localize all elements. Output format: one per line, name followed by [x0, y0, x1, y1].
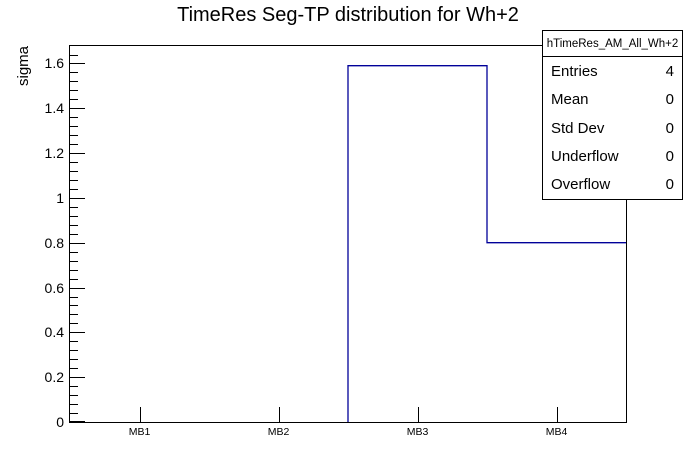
y-tick-label: 0.4 [44, 324, 64, 341]
y-minor-tick [70, 54, 78, 56]
x-tick-label: MB1 [128, 426, 151, 438]
stats-row: Mean 0 [543, 85, 682, 113]
stats-label: Underflow [551, 147, 619, 165]
y-minor-tick [70, 179, 78, 181]
stats-label: Overflow [551, 176, 611, 194]
stats-value: 0 [665, 91, 674, 109]
y-tick-label: 0 [56, 414, 64, 430]
y-tick-label: 0.2 [44, 369, 64, 386]
y-major-tick [70, 242, 85, 244]
y-minor-tick [70, 323, 78, 325]
stats-value: 0 [665, 176, 674, 194]
y-major-tick [70, 287, 85, 289]
y-minor-tick [70, 126, 78, 128]
y-major-tick [70, 377, 85, 379]
y-minor-tick [70, 341, 78, 343]
stats-row: Entries 4 [543, 57, 682, 85]
stats-row: Std Dev 0 [543, 114, 682, 142]
y-minor-tick [70, 314, 78, 316]
y-minor-tick [70, 350, 78, 352]
y-major-tick [70, 421, 85, 422]
y-minor-tick [70, 305, 78, 307]
y-tick-label: 1 [56, 189, 64, 206]
y-tick-label: 1.4 [44, 100, 64, 117]
stats-box-title: hTimeRes_AM_All_Wh+2 [543, 31, 682, 57]
y-major-tick [70, 63, 85, 65]
y-minor-tick [70, 278, 78, 280]
y-minor-tick [70, 233, 78, 235]
y-minor-tick [70, 135, 78, 137]
x-tick-label: MB3 [406, 426, 429, 438]
histogram-line [347, 65, 626, 422]
y-minor-tick [70, 260, 78, 262]
y-minor-tick [70, 404, 78, 406]
x-tick-label: MB4 [545, 426, 568, 438]
y-minor-tick [70, 359, 78, 361]
y-minor-tick [70, 206, 78, 208]
x-major-tick [556, 407, 558, 422]
y-major-tick [70, 108, 85, 110]
x-major-tick [278, 407, 280, 422]
y-minor-tick [70, 269, 78, 271]
y-major-tick [70, 197, 85, 199]
stats-value: 4 [665, 62, 674, 80]
y-minor-tick [70, 99, 78, 101]
y-minor-tick [70, 395, 78, 397]
y-minor-tick [70, 117, 78, 119]
y-minor-tick [70, 413, 78, 415]
y-minor-tick [70, 368, 78, 370]
x-major-tick [139, 407, 141, 422]
y-minor-tick [70, 72, 78, 74]
y-tick-label: 0.8 [44, 234, 64, 251]
stats-value: 0 [665, 119, 674, 137]
y-minor-tick [70, 251, 78, 253]
stats-label: Entries [551, 62, 598, 80]
stats-row: Underflow 0 [543, 142, 682, 170]
stats-box: hTimeRes_AM_All_Wh+2 Entries 4 Mean 0 St… [542, 30, 683, 200]
y-minor-tick [70, 224, 78, 226]
y-minor-tick [70, 144, 78, 146]
plot-frame [69, 45, 627, 423]
stats-label: Std Dev [551, 119, 605, 137]
x-tick-label: MB2 [267, 426, 290, 438]
stats-label: Mean [551, 91, 589, 109]
y-minor-tick [70, 296, 78, 298]
y-minor-tick [70, 386, 78, 388]
y-minor-tick [70, 188, 78, 190]
y-tick-label: 1.6 [44, 55, 64, 72]
x-major-tick [417, 407, 419, 422]
histogram-step-path [347, 65, 626, 422]
y-major-tick [70, 332, 85, 334]
stats-value: 0 [665, 147, 674, 165]
y-tick-label: 1.2 [44, 145, 64, 162]
y-minor-tick [70, 162, 78, 164]
y-minor-tick [70, 81, 78, 83]
y-major-tick [70, 153, 85, 155]
stats-rows: Entries 4 Mean 0 Std Dev 0 Underflow 0 O… [543, 57, 682, 199]
chart-title: TimeRes Seg-TP distribution for Wh+2 [177, 4, 519, 26]
y-minor-tick [70, 171, 78, 173]
y-minor-tick [70, 215, 78, 217]
y-minor-tick [70, 90, 78, 92]
y-tick-label: 0.6 [44, 279, 64, 296]
stats-row: Overflow 0 [543, 171, 682, 199]
